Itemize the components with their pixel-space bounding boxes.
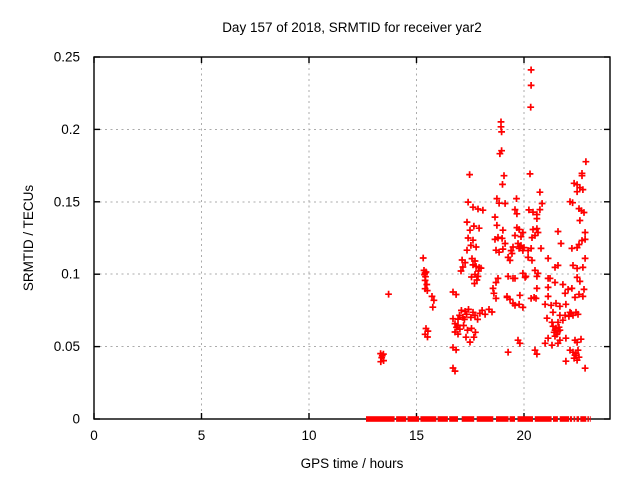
tick-labels: 0 5 10 15 20 0 0.05 0.1 0.15 0.2 0.25 [54, 50, 532, 444]
zero-value-band [496, 416, 509, 422]
axes-frame [93, 56, 611, 420]
scatter-points [377, 66, 590, 375]
zero-value-band [366, 416, 395, 422]
y-tick-label: 0.1 [61, 267, 80, 282]
zero-value-band [517, 416, 533, 422]
x-axis-label: GPS time / hours [301, 456, 404, 471]
grid-lines [94, 57, 610, 419]
zero-value-band [534, 416, 552, 422]
y-tick-label: 0.05 [54, 339, 80, 354]
x-tick-label: 0 [90, 428, 98, 443]
y-tick-label: 0.2 [61, 122, 80, 137]
zero-value-band [576, 416, 580, 422]
y-tick-label: 0.15 [54, 194, 80, 209]
zero-value-band [449, 416, 458, 422]
zero-value-band [553, 416, 558, 422]
zero-value-band [396, 416, 407, 422]
zero-value-band [570, 416, 573, 422]
data-points-layer [366, 66, 591, 422]
x-tick-label: 20 [516, 428, 531, 443]
zero-value-band [573, 416, 576, 422]
y-axis-label: SRMTID / TECUs [21, 185, 36, 292]
zero-value-band [437, 416, 448, 422]
y-tick-label: 0 [72, 412, 80, 427]
zero-value-band [587, 416, 589, 422]
x-tick-label: 15 [409, 428, 424, 443]
zero-value-band [461, 416, 475, 422]
x-tick-label: 10 [301, 428, 316, 443]
zero-value-band [509, 416, 515, 422]
zero-value-band [420, 416, 437, 422]
zero-value-band [476, 416, 494, 422]
zero-value-band [589, 416, 591, 422]
zero-value-band [580, 416, 587, 422]
chart-title: Day 157 of 2018, SRMTID for receiver yar… [222, 20, 482, 35]
y-tick-label: 0.25 [54, 50, 80, 65]
plot-border [93, 56, 611, 420]
zero-value-band [407, 416, 420, 422]
zero-value-band [559, 416, 570, 422]
x-tick-label: 5 [198, 428, 206, 443]
